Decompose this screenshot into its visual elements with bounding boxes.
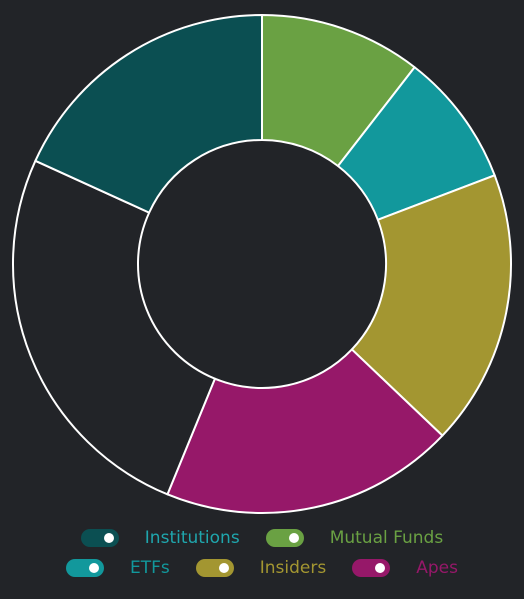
toggle-knob [103, 533, 114, 543]
legend-label-insiders: Insiders [259, 558, 327, 578]
slice-institutions[interactable] [34, 14, 263, 214]
legend-item-institutions[interactable]: Institutions [80, 528, 240, 548]
legend-item-insiders[interactable]: Insiders [195, 558, 327, 578]
legend-label-apes: Apes [416, 558, 458, 578]
apes-toggle[interactable] [352, 559, 391, 577]
slice-insiders[interactable] [350, 174, 512, 437]
toggle-knob [288, 533, 299, 543]
donut-chart [12, 14, 512, 514]
institutions-toggle[interactable] [80, 529, 119, 547]
toggle-knob [375, 563, 386, 573]
insiders-toggle[interactable] [195, 559, 234, 577]
legend-row-1: Institutions Mutual Funds [0, 528, 524, 548]
legend-label-mutual-funds: Mutual Funds [329, 528, 444, 548]
legend-label-institutions: Institutions [144, 528, 240, 548]
legend-item-mutual-funds[interactable]: Mutual Funds [265, 528, 444, 548]
mutual-funds-toggle[interactable] [265, 529, 304, 547]
etfs-toggle[interactable] [66, 559, 104, 577]
legend-label-etfs: ETFs [130, 558, 170, 578]
toggle-knob [89, 563, 99, 573]
slice-other[interactable] [12, 159, 216, 496]
legend-item-etfs[interactable]: ETFs [66, 558, 170, 578]
donut-slices [12, 14, 512, 514]
toggle-knob [218, 563, 229, 573]
slice-apes[interactable] [166, 348, 444, 514]
legend-row-2: ETFs Insiders Apes [0, 558, 524, 578]
legend-item-apes[interactable]: Apes [352, 558, 458, 578]
